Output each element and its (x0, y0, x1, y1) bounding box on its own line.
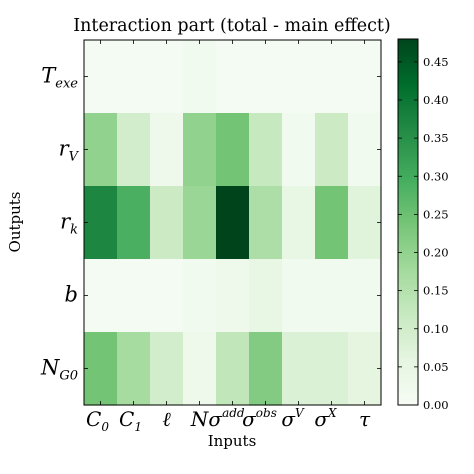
colorbar-tick-label: 0.05 (423, 360, 449, 374)
heatmap-cell (117, 113, 151, 187)
colorbar-tick-label: 0.40 (423, 93, 449, 107)
x-tick-label: N (190, 407, 210, 431)
y-tick-label: Texe (41, 64, 78, 92)
colorbar (397, 38, 419, 406)
colorbar-tick-label: 0.25 (423, 207, 449, 221)
x-tick-label: σX (314, 406, 337, 431)
x-tick-label: σadd (208, 406, 244, 431)
heatmap-cell (183, 259, 217, 333)
y-axis-label: Outputs (6, 192, 24, 253)
y-tick-label: rV (59, 137, 80, 165)
heatmap-cell (348, 259, 382, 333)
heatmap-cell (348, 186, 382, 260)
heatmap-cell (150, 113, 184, 187)
colorbar-tick-label: 0.35 (423, 131, 449, 145)
x-tick-label: C0 (86, 407, 109, 434)
heatmap-cell (84, 40, 118, 114)
heatmap-cell (150, 332, 184, 406)
heatmap-cell (84, 332, 118, 406)
heatmap-cell (282, 259, 316, 333)
heatmap-cell (84, 113, 118, 187)
heatmap-cell (117, 259, 151, 333)
heatmap-cell (150, 186, 184, 260)
heatmap-cell (315, 332, 349, 406)
heatmap-cell (150, 40, 184, 114)
heatmap-cell (249, 113, 283, 187)
colorbar-ticks: 0.00 0.05 0.10 0.15 0.20 0.25 0.30 0.35 0.40 0.45 (398, 55, 449, 412)
heatmap-cell (150, 259, 184, 333)
x-tick-label: σV (281, 406, 305, 431)
heatmap-cell (315, 186, 349, 260)
heatmap-cell (183, 186, 217, 260)
heatmap-cell (348, 40, 382, 114)
heatmap-cell (282, 113, 316, 187)
heatmap-cell (216, 186, 250, 260)
heatmap-cell (249, 332, 283, 406)
heatmap-cell (249, 40, 283, 114)
heatmap-cell (282, 186, 316, 260)
heatmap-cell (216, 259, 250, 333)
heatmap-cell (282, 332, 316, 406)
heatmap-cell (282, 40, 316, 114)
y-tick-label: NG0 (40, 356, 78, 384)
x-tick-label: σobs (242, 406, 277, 431)
x-tick-label: ℓ (162, 407, 171, 431)
heatmap-cell (249, 186, 283, 260)
heatmap-cell (216, 113, 250, 187)
heatmap-cell (117, 40, 151, 114)
y-tick-label: b (65, 283, 78, 307)
heatmap-cell (117, 186, 151, 260)
colorbar-tick-label: 0.00 (423, 398, 449, 412)
chart-title: Interaction part (total - main effect) (73, 16, 391, 36)
colorbar-tick-label: 0.20 (423, 246, 449, 260)
heatmap-cell (183, 332, 217, 406)
heatmap-cell (117, 332, 151, 406)
heatmap-cell (348, 332, 382, 406)
colorbar-tick-label: 0.15 (423, 284, 449, 298)
heatmap-cell (348, 113, 382, 187)
colorbar-tick-label: 0.10 (423, 322, 449, 336)
y-tick-label: rk (60, 210, 78, 238)
heatmap-cell (249, 259, 283, 333)
heatmap-cell (84, 259, 118, 333)
x-tick-label: τ (359, 407, 371, 431)
heatmap-cell (315, 40, 349, 114)
heatmap-cell (84, 186, 118, 260)
heatmap-cell (216, 332, 250, 406)
heatmap-cell (183, 113, 217, 187)
y-tick-labels: Texe rV rk b NG0 (40, 64, 381, 384)
heatmap-cell (216, 40, 250, 114)
heatmap-cells (84, 40, 382, 406)
colorbar-tick-label: 0.30 (423, 169, 449, 183)
colorbar-tick-label: 0.45 (423, 55, 449, 69)
heatmap-cell (183, 40, 217, 114)
x-tick-label: C1 (119, 407, 142, 434)
heatmap-cell (315, 259, 349, 333)
x-axis-label: Inputs (208, 432, 257, 450)
heatmap-cell (315, 113, 349, 187)
